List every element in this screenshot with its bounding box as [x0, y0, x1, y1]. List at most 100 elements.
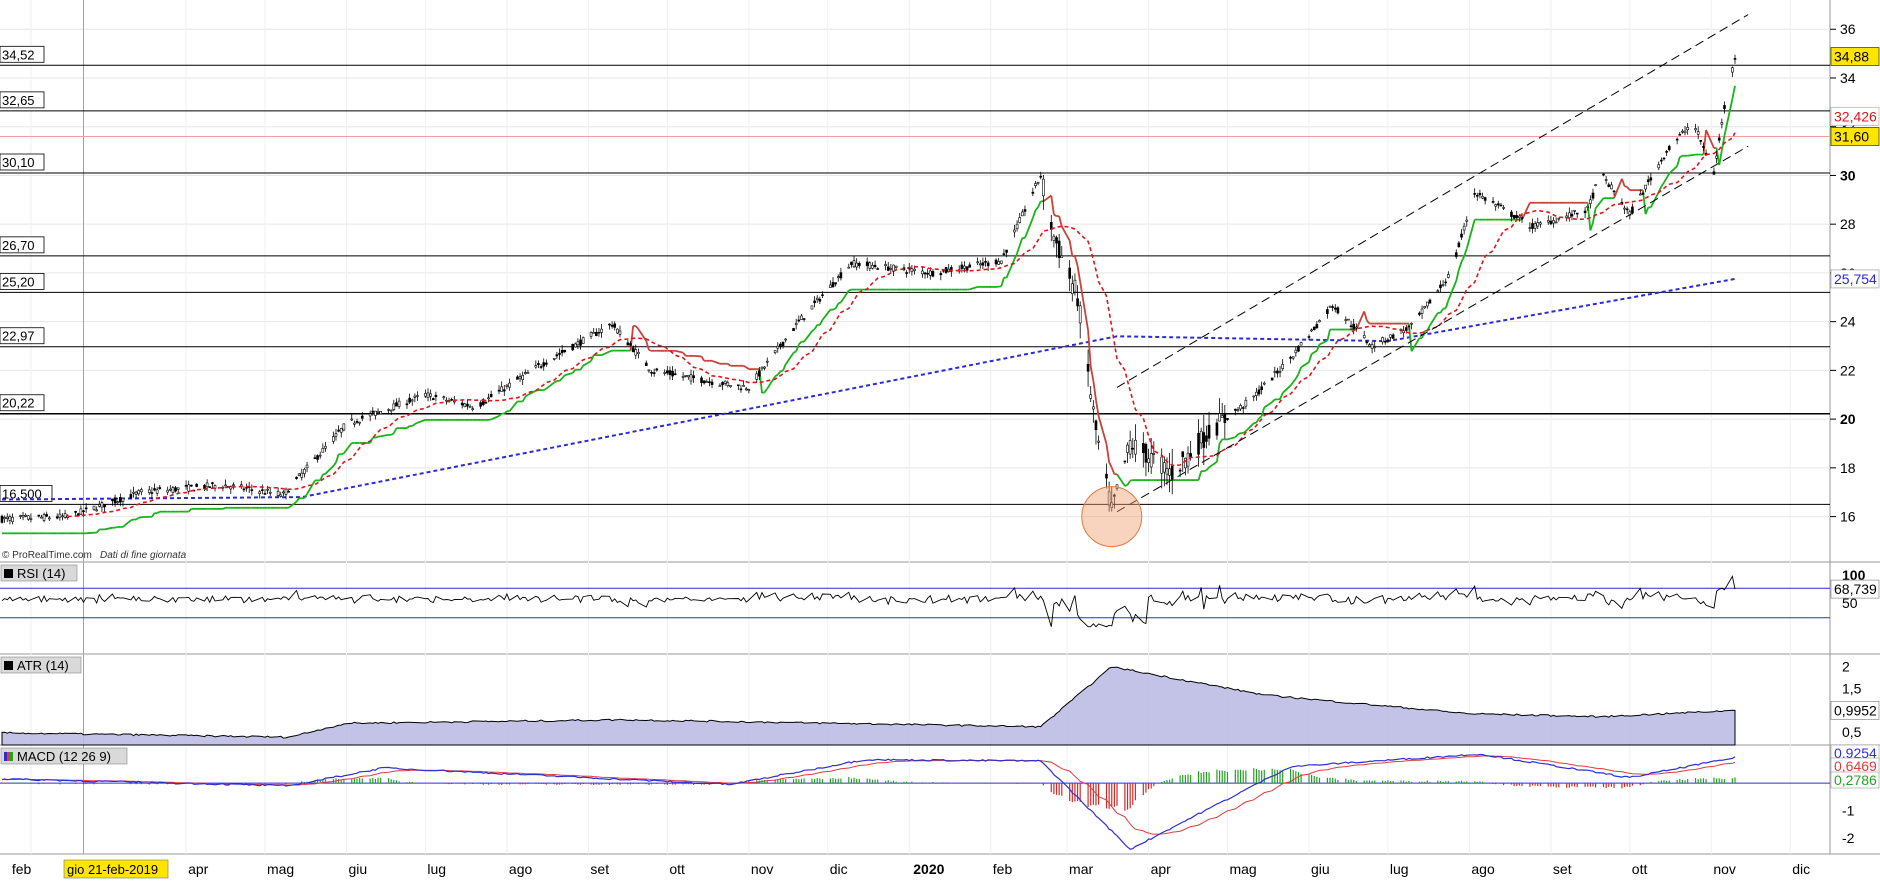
candle-body — [1005, 249, 1008, 253]
candle-body — [1528, 227, 1532, 229]
stop-segment — [635, 325, 640, 330]
stop-segment — [1218, 438, 1223, 444]
candle-body — [829, 284, 832, 288]
candle-body — [647, 369, 651, 372]
candle-body — [408, 397, 411, 403]
candle-body — [61, 515, 64, 518]
candle-body — [316, 455, 319, 460]
candle-body — [1086, 364, 1090, 372]
time-axis-label: set — [590, 861, 609, 877]
candle-body — [174, 487, 177, 492]
candle-body — [1110, 502, 1114, 508]
candle-body — [1226, 418, 1229, 420]
candle-body — [610, 324, 614, 327]
candle-body — [1331, 306, 1334, 308]
candle-body — [797, 319, 801, 322]
candle-body — [1052, 235, 1056, 241]
candle-body — [1273, 371, 1277, 373]
stop-segment — [1005, 258, 1016, 278]
stop-segment — [414, 421, 418, 425]
candle-body — [1418, 312, 1421, 315]
candle-body — [213, 485, 217, 489]
candle-body — [1447, 274, 1450, 278]
candle-body — [1031, 191, 1035, 194]
candle-body — [1349, 325, 1353, 328]
candle-body — [1439, 284, 1442, 289]
candle-body — [3, 517, 6, 519]
stop-segment — [1282, 384, 1292, 394]
candle-body — [82, 510, 85, 513]
time-axis-label: ago — [1471, 861, 1495, 877]
candle-body — [21, 515, 25, 518]
stop-segment — [1058, 215, 1063, 227]
stop-segment — [1053, 213, 1057, 217]
candle-body — [429, 393, 432, 397]
candle-body — [747, 389, 751, 391]
macd-legend-swatch-2 — [7, 752, 10, 761]
candle-body — [1252, 395, 1256, 398]
candle-body — [1060, 255, 1064, 258]
rsi-legend-box — [0, 564, 78, 582]
candle-body — [608, 323, 611, 326]
candle-body — [355, 420, 359, 423]
candle-body — [1042, 178, 1045, 197]
stop-segment — [156, 510, 161, 514]
level-label: 26,70 — [2, 238, 35, 253]
stop-segment — [1311, 351, 1315, 355]
candle-body — [666, 370, 669, 374]
candle-body — [155, 489, 159, 494]
candle-body — [802, 318, 806, 320]
candle-body — [119, 497, 122, 503]
candle-body — [1255, 391, 1258, 396]
candle-body — [516, 376, 519, 380]
level-label-box — [0, 484, 53, 502]
candle-body — [1078, 305, 1082, 324]
candle-body — [300, 472, 304, 478]
candle-body — [1483, 197, 1487, 201]
stop-segment — [406, 425, 411, 429]
candle-body — [850, 261, 853, 265]
stop-segment — [543, 387, 547, 391]
candle-body — [1315, 323, 1319, 329]
candle-body — [460, 402, 464, 406]
candle-body — [1152, 453, 1156, 455]
candle-body — [1262, 382, 1266, 385]
time-axis-label: 2020 — [913, 861, 944, 877]
candle-body — [1649, 177, 1653, 181]
candle-body — [303, 469, 306, 474]
stop-segment — [524, 394, 529, 398]
candle-body — [276, 490, 280, 496]
candle-body — [1623, 207, 1626, 210]
candle-body — [100, 502, 104, 508]
stop-segment — [553, 380, 558, 384]
candle-body — [792, 328, 795, 332]
candle-body — [224, 484, 227, 487]
stop-segment — [1018, 237, 1024, 246]
candle-body — [981, 262, 985, 266]
candle-body — [502, 389, 506, 392]
candle-body — [42, 514, 46, 521]
stop-segment — [840, 290, 850, 303]
atr-tag-box — [1830, 701, 1880, 720]
candle-body — [1094, 420, 1098, 431]
candle-body — [524, 372, 527, 374]
candle-body — [1178, 469, 1182, 472]
stop-segment — [1263, 401, 1273, 409]
candle-body — [928, 270, 932, 276]
candle-body — [1536, 222, 1540, 227]
stop-segment — [1124, 484, 1128, 487]
candle-body — [295, 476, 298, 479]
candle-body — [111, 498, 114, 502]
candle-body — [631, 347, 635, 353]
candle-body — [79, 508, 83, 515]
candle-body — [484, 401, 488, 404]
candle-body — [1021, 211, 1024, 217]
stop-segment — [1297, 366, 1302, 375]
level-label-box — [0, 153, 45, 171]
candle-body — [389, 409, 393, 412]
channel-line — [1116, 145, 1749, 513]
candle-body — [668, 370, 672, 376]
moving-average-red — [67, 132, 1736, 518]
candle-body — [539, 366, 543, 368]
